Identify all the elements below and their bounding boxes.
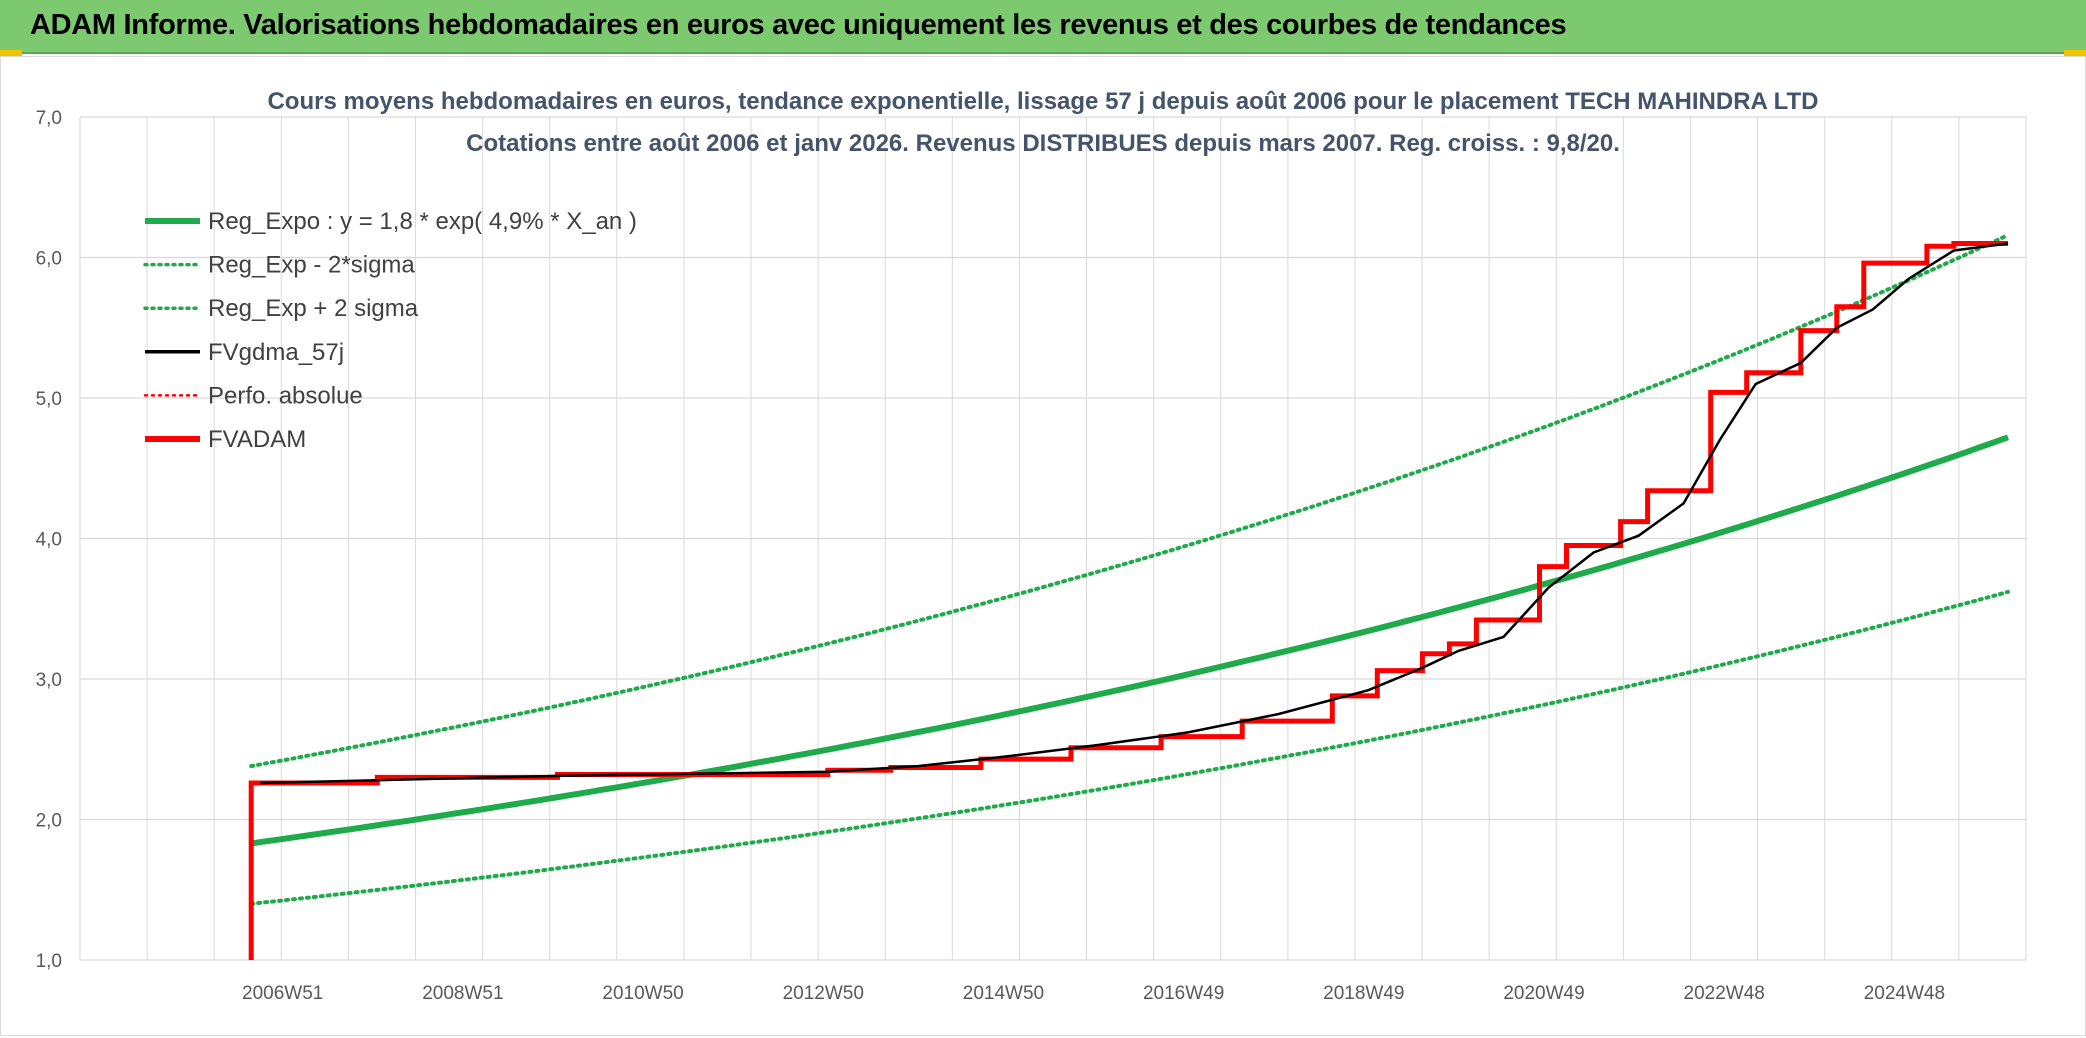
- chart-title-line-2: Cotations entre août 2006 et janv 2026. …: [466, 130, 1620, 157]
- y-tick-label: 5,0: [36, 389, 62, 410]
- x-tick-label: 2012W50: [783, 983, 864, 1004]
- y-tick-label: 4,0: [36, 530, 62, 551]
- y-tick-label: 7,0: [36, 108, 62, 129]
- axis-labels: 1,0 2,0 3,0 4,0 5,0 6,0 7,0 2006W51 2008W51 2010W…: [36, 108, 1945, 1004]
- legend-label: FVADAM: [208, 426, 306, 453]
- x-tick-label: 2008W51: [422, 983, 503, 1004]
- legend: Reg_Expo : y = 1,8 * exp( 4,9% * X_an ) R…: [143, 208, 637, 453]
- legend-label: FVgdma_57j: [208, 339, 344, 366]
- series-reg-exp-minus-2sigma: [249, 589, 2010, 906]
- x-tick-label: 2014W50: [963, 983, 1044, 1004]
- chart-title-line-1: Cours moyens hebdomadaires en euros, ten…: [267, 88, 1818, 115]
- report-title: ADAM Informe. Valorisations hebdomadaire…: [30, 9, 1567, 41]
- legend-label: Reg_Exp + 2 sigma: [208, 295, 419, 322]
- report-banner: ADAM Informe. Valorisations hebdomadaire…: [0, 0, 2086, 54]
- series-lines: [248, 233, 2010, 960]
- legend-label: Reg_Exp - 2*sigma: [208, 252, 415, 279]
- series-reg-exp-plus-2sigma: [249, 233, 2010, 769]
- corner-marker-left: [0, 50, 22, 56]
- x-tick-label: 2006W51: [242, 983, 323, 1004]
- legend-label: Perfo. absolue: [208, 382, 363, 409]
- y-tick-label: 2,0: [36, 811, 62, 832]
- series-fvadam: [248, 241, 2008, 960]
- grid-lines: [79, 116, 2027, 961]
- x-tick-label: 2024W48: [1864, 983, 1945, 1004]
- x-tick-label: 2010W50: [602, 983, 683, 1004]
- x-tick-label: 2018W49: [1323, 983, 1404, 1004]
- legend-label: Reg_Expo : y = 1,8 * exp( 4,9% * X_an ): [208, 208, 637, 235]
- x-tick-label: 2022W48: [1684, 983, 1765, 1004]
- x-tick-label: 2020W49: [1503, 983, 1584, 1004]
- series-fvgdma-57j: [260, 242, 2009, 785]
- y-tick-label: 3,0: [36, 670, 62, 691]
- x-tick-label: 2016W49: [1143, 983, 1224, 1004]
- y-tick-label: 1,0: [36, 951, 62, 972]
- corner-marker-right: [2064, 50, 2086, 56]
- series-reg-expo: [250, 434, 2010, 847]
- y-tick-label: 6,0: [36, 249, 62, 270]
